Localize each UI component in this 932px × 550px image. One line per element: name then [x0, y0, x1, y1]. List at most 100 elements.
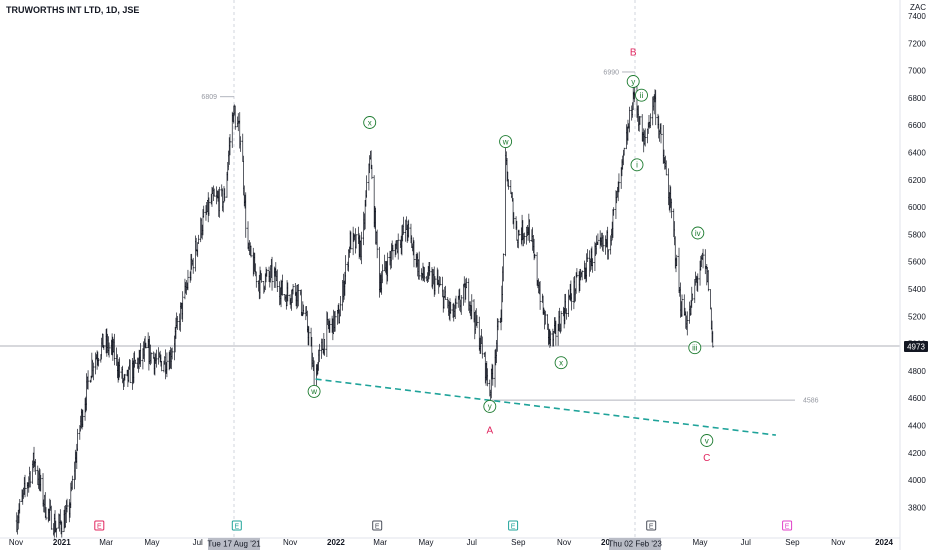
ohlc-bar [349, 231, 352, 250]
ohlc-bar [307, 326, 310, 346]
ohlc-bar [491, 364, 494, 386]
ohlc-bar [113, 333, 116, 366]
time-tick-label: Nov [831, 538, 845, 547]
time-tick-label: Jul [741, 538, 751, 547]
ohlc-bar [29, 471, 32, 488]
ohlc-bar [160, 361, 163, 372]
ohlc-bar [181, 291, 184, 322]
ohlc-bar [370, 164, 373, 180]
event-marker[interactable]: E [508, 520, 519, 531]
ohlc-bar [407, 219, 410, 238]
wave-degree-C: C [703, 453, 710, 464]
ohlc-bar [512, 212, 515, 229]
wave-label-x: x [554, 356, 568, 370]
event-marker[interactable]: E [646, 520, 657, 531]
ohlc-bar [134, 359, 137, 364]
ohlc-bar [286, 282, 289, 302]
level-line-high-2021: 6809 [201, 94, 234, 101]
ohlc-bar [575, 268, 578, 278]
ohlc-bar [24, 474, 27, 498]
price-bars [15, 78, 714, 540]
event-marker-label: E [234, 523, 239, 530]
ohlc-bar [292, 284, 295, 295]
event-marker[interactable]: E [94, 520, 105, 531]
level-label: 4586 [803, 398, 819, 405]
ohlc-bar [213, 188, 216, 197]
price-tick-label: 4400 [908, 422, 926, 431]
ohlc-bar [418, 251, 421, 280]
time-axis[interactable]: Nov 2021 Mar May Jul Sep Nov 2022 Mar May Jul Sep No… [9, 538, 894, 550]
ohlc-bar [139, 343, 142, 367]
ohlc-bar [507, 179, 510, 190]
event-marker-label: E [649, 523, 654, 530]
wave-label-iv: iv [691, 226, 705, 240]
ohlc-bar [686, 311, 689, 336]
price-tick-label: 7400 [908, 12, 926, 21]
ohlc-bar [18, 499, 21, 514]
ohlc-bar [328, 318, 331, 333]
ohlc-bar [423, 267, 426, 283]
ohlc-bar [612, 207, 615, 216]
price-tick-label: 5400 [908, 285, 926, 294]
wave-label-y: y [483, 399, 497, 413]
time-tick-label: 2022 [327, 538, 345, 547]
wave-label-text: w [310, 387, 317, 396]
ohlc-bar [455, 295, 458, 309]
ohlc-bar [344, 255, 347, 285]
ohlc-bar [675, 254, 678, 266]
ohlc-bar [34, 459, 37, 475]
ohlc-bar [276, 269, 279, 292]
ohlc-bar [533, 253, 536, 259]
ohlc-bar [518, 229, 521, 236]
ohlc-bar [381, 264, 384, 284]
ohlc-bar [339, 296, 342, 317]
event-marker[interactable]: E [782, 520, 793, 531]
time-tick-label: Mar [99, 538, 113, 547]
ohlc-bar [202, 205, 205, 218]
ohlc-bar [565, 308, 568, 320]
ohlc-bar [402, 216, 405, 235]
ohlc-bar [623, 147, 626, 156]
ohlc-bar [260, 273, 263, 283]
time-tick-label: Mar [373, 538, 387, 547]
wave-label-text: i [636, 161, 638, 170]
ohlc-bar [229, 134, 231, 156]
event-marker[interactable]: E [372, 520, 383, 531]
ohlc-bar [691, 293, 694, 301]
highlighted-date: Tue 17 Aug '21 [207, 538, 261, 550]
trend-line[interactable] [315, 378, 776, 436]
ohlc-bar [502, 253, 505, 282]
ohlc-bar [197, 234, 200, 244]
event-marker[interactable]: E [231, 520, 242, 531]
wave-label-text: x [559, 359, 563, 368]
ohlc-bar [554, 320, 557, 346]
wave-label-v: v [700, 434, 714, 447]
ohlc-bar [239, 136, 242, 152]
price-tick-label: 4600 [908, 394, 926, 403]
ohlc-bar [428, 262, 431, 276]
ohlc-bar [271, 256, 274, 291]
ohlc-bar [544, 310, 547, 325]
wave-label-i: i [630, 158, 644, 172]
ohlc-bar [92, 362, 95, 381]
ohlc-bar [628, 106, 631, 133]
ohlc-bar [397, 233, 400, 260]
ohlc-bar [192, 257, 195, 274]
ohlc-bar [39, 474, 42, 492]
ohlc-bar [707, 270, 710, 292]
ohlc-bar [449, 302, 452, 314]
ohlc-bar [118, 357, 121, 378]
ohlc-bar [218, 186, 221, 218]
ohlc-bar [549, 331, 552, 347]
ohlc-bar [681, 294, 684, 317]
wave-degree-A: A [486, 426, 493, 437]
wave-label-w: w [499, 135, 513, 149]
time-tick-label: Nov [283, 538, 297, 547]
event-marker-label: E [511, 523, 516, 530]
ohlc-bar [659, 123, 662, 144]
ohlc-bar [439, 276, 442, 286]
ohlc-bar [460, 295, 463, 315]
ohlc-bar [696, 273, 699, 292]
